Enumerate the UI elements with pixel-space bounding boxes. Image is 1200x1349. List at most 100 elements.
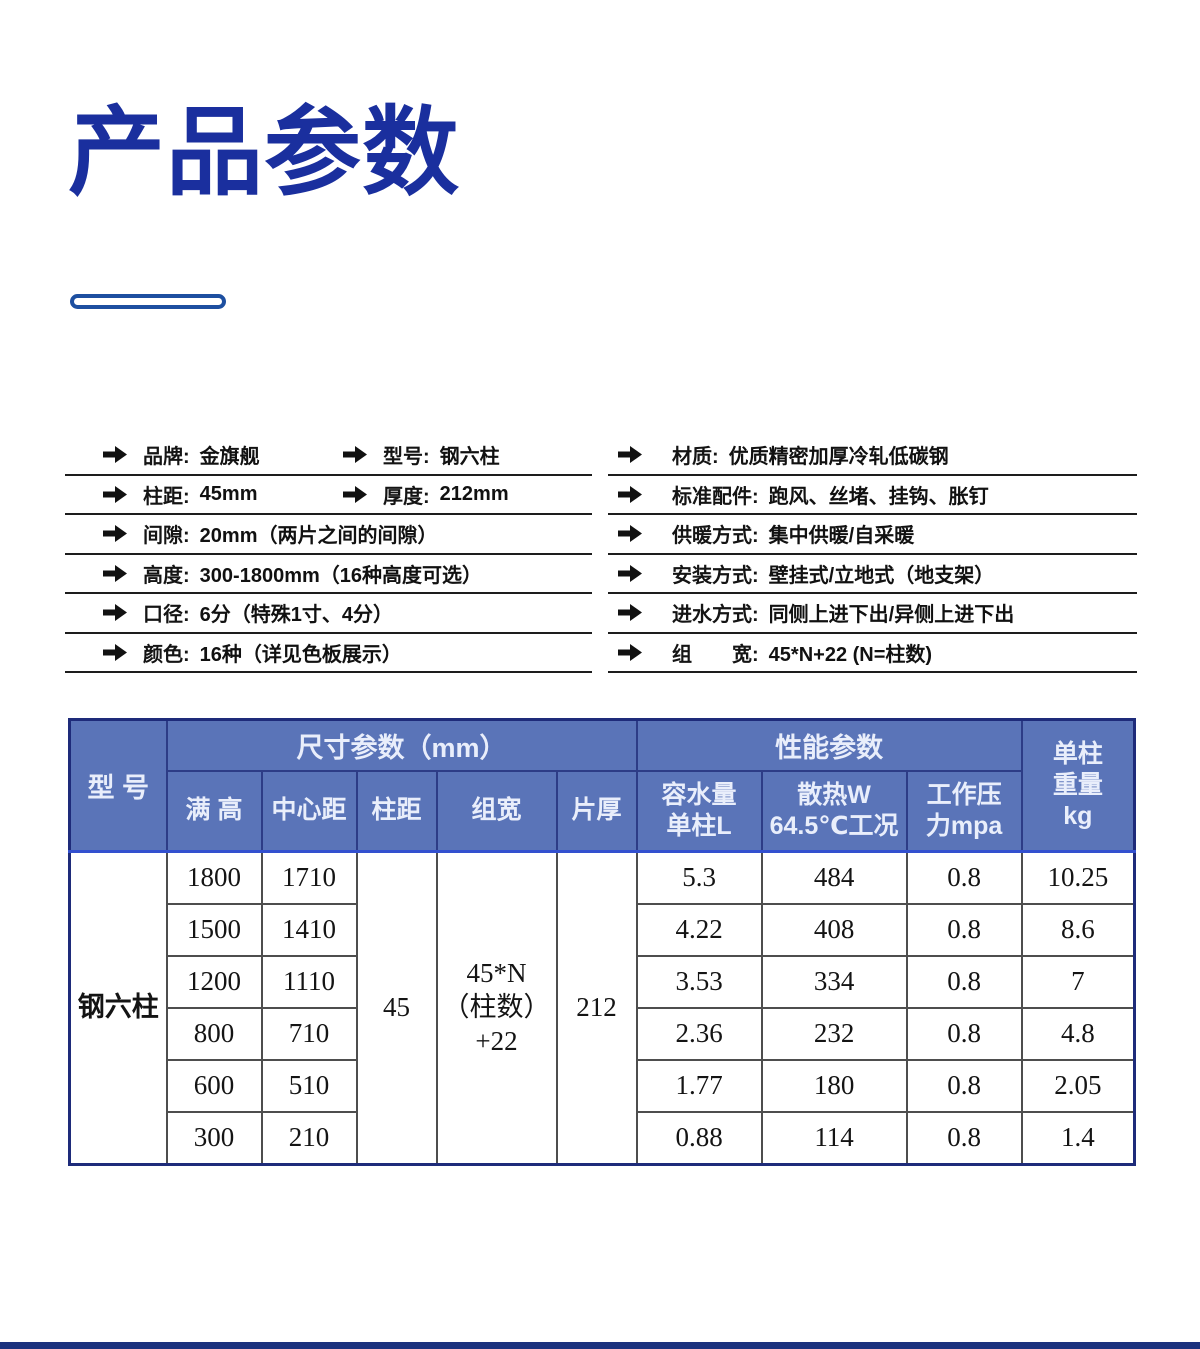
spec-value: 45*N+22 (N=柱数) <box>768 643 933 666</box>
header-cell-center-distance: 中心距 <box>260 770 358 853</box>
spec-value: 20mm（两片之间的间隙） <box>199 525 438 548</box>
spec-label: 颜色: <box>143 643 190 666</box>
spec-row-gap: 间隙: 20mm（两片之间的间隙） <box>65 515 592 555</box>
cell-water-capacity: 2.36 <box>635 1007 763 1061</box>
arrow-icon <box>618 604 642 622</box>
arrow-icon <box>103 643 127 661</box>
header-cell-column-pitch: 柱距 <box>355 770 438 853</box>
cell-full-height: 1200 <box>165 955 263 1009</box>
arrow-icon <box>618 525 642 543</box>
spec-item-thickness: 厚度: 212mm <box>343 476 509 514</box>
cell-unit-weight: 1.4 <box>1020 1111 1136 1166</box>
spec-row-heating-mode: 供暖方式: 集中供暖/自采暖 <box>608 515 1137 555</box>
cell-unit-weight: 8.6 <box>1020 903 1136 957</box>
cell-full-height: 1800 <box>165 850 263 905</box>
spec-label: 间隙: <box>143 525 190 548</box>
arrow-icon <box>343 485 367 503</box>
spec-item-water-inlet: 进水方式: 同侧上进下出/异侧上进下出 <box>618 594 1014 632</box>
cell-working-pressure: 0.8 <box>905 850 1023 905</box>
cell-full-height: 800 <box>165 1007 263 1061</box>
parameters-table: 型 号 尺寸参数（mm） 性能参数 单柱 重量 kg 满 高 中心距 柱距 组宽… <box>68 718 1137 1166</box>
header-cell-unit-weight: 单柱 重量 kg <box>1020 718 1136 853</box>
spec-item-installation: 安装方式: 壁挂式/立地式（地支架） <box>618 555 994 593</box>
cell-water-capacity: 4.22 <box>635 903 763 957</box>
cell-working-pressure: 0.8 <box>905 1007 1023 1061</box>
cell-working-pressure: 0.8 <box>905 955 1023 1009</box>
arrow-icon <box>618 446 642 464</box>
arrow-icon <box>103 446 127 464</box>
arrow-icon <box>618 564 642 582</box>
cell-full-height: 600 <box>165 1059 263 1113</box>
cell-center-distance: 510 <box>260 1059 358 1113</box>
spec-row-brand-model: 品牌: 金旗舰 型号: 钢六柱 <box>65 436 592 476</box>
spec-label: 柱距: <box>143 485 190 508</box>
cell-water-capacity: 5.3 <box>635 850 763 905</box>
spec-list-right: 材质: 优质精密加厚冷轧低碳钢 标准配件: 跑风、丝堵、挂钩、胀钉 供暖方式: … <box>608 436 1137 673</box>
spec-row-height: 高度: 300-1800mm（16种高度可选） <box>65 555 592 594</box>
spec-value: 212mm <box>439 482 509 505</box>
spec-row-water-inlet: 进水方式: 同侧上进下出/异侧上进下出 <box>608 594 1137 634</box>
cell-water-capacity: 3.53 <box>635 955 763 1009</box>
spec-list-left: 品牌: 金旗舰 型号: 钢六柱 柱距: 45mm 厚度: 212mm <box>65 436 592 673</box>
page-title: 产品参数 <box>68 98 460 207</box>
title-underline-pill <box>70 294 226 309</box>
spec-row-pitch-thickness: 柱距: 45mm 厚度: 212mm <box>65 476 592 515</box>
cell-unit-weight: 4.8 <box>1020 1007 1136 1061</box>
spec-row-accessories: 标准配件: 跑风、丝堵、挂钩、胀钉 <box>608 476 1137 515</box>
arrow-icon <box>343 446 367 464</box>
spec-item-column-pitch: 柱距: 45mm <box>103 476 257 514</box>
arrow-icon <box>103 564 127 582</box>
spec-item-color: 颜色: 16种（详见色板展示） <box>103 634 402 672</box>
header-cell-piece-thickness: 片厚 <box>555 770 638 853</box>
spec-item-model: 型号: 钢六柱 <box>343 436 500 474</box>
spec-label: 型号: <box>383 446 430 469</box>
cell-full-height: 1500 <box>165 903 263 957</box>
header-cell-water-capacity: 容水量 单柱L <box>635 770 763 853</box>
spec-label: 品牌: <box>143 446 190 469</box>
cell-heat-w: 408 <box>760 903 908 957</box>
cell-working-pressure: 0.8 <box>905 1059 1023 1113</box>
spec-label: 进水方式: <box>672 604 759 627</box>
cell-model-value: 钢六柱 <box>68 850 168 1166</box>
arrow-icon <box>618 485 642 503</box>
table-row: 800 710 2.36 232 0.8 4.8 <box>70 1007 1136 1061</box>
spec-item-heating-mode: 供暖方式: 集中供暖/自采暖 <box>618 515 914 553</box>
cell-heat-w: 334 <box>760 955 908 1009</box>
spec-row-group-width: 组 宽: 45*N+22 (N=柱数) <box>608 634 1137 673</box>
cell-working-pressure: 0.8 <box>905 1111 1023 1166</box>
header-cell-dimension-group: 尺寸参数（mm） <box>165 718 638 772</box>
cell-unit-weight: 10.25 <box>1020 850 1136 905</box>
cell-center-distance: 1410 <box>260 903 358 957</box>
table-row: 1500 1410 4.22 408 0.8 8.6 <box>70 903 1136 957</box>
cell-water-capacity: 0.88 <box>635 1111 763 1166</box>
header-cell-model: 型 号 <box>68 718 168 853</box>
spec-value: 钢六柱 <box>439 446 500 469</box>
spec-item-gap: 间隙: 20mm（两片之间的间隙） <box>103 515 437 553</box>
spec-value: 金旗舰 <box>199 446 260 469</box>
cell-unit-weight: 7 <box>1020 955 1136 1009</box>
header-cell-working-pressure: 工作压 力mpa <box>905 770 1023 853</box>
spec-label: 标准配件: <box>672 485 759 508</box>
cell-heat-w: 484 <box>760 850 908 905</box>
spec-row-material: 材质: 优质精密加厚冷轧低碳钢 <box>608 436 1137 476</box>
table-row: 钢六柱 1800 1710 45 45*N （柱数） +22 212 5.3 4… <box>68 850 1136 1166</box>
spec-label: 材质: <box>672 446 719 469</box>
spec-item-brand: 品牌: 金旗舰 <box>103 436 260 474</box>
spec-item-caliber: 口径: 6分（特殊1寸、4分） <box>103 594 393 632</box>
spec-value: 45mm <box>199 482 258 505</box>
spec-label: 安装方式: <box>672 564 759 587</box>
spec-label: 高度: <box>143 564 190 587</box>
cell-heat-w: 232 <box>760 1007 908 1061</box>
spec-label: 供暖方式: <box>672 525 759 548</box>
cell-heat-w: 114 <box>760 1111 908 1166</box>
header-cell-heat-w: 散热W 64.5℃工况 <box>760 770 908 853</box>
bottom-divider-bar <box>0 1342 1200 1349</box>
cell-working-pressure: 0.8 <box>905 903 1023 957</box>
cell-column-pitch: 45 <box>355 850 438 1166</box>
arrow-icon <box>103 485 127 503</box>
header-cell-performance-group: 性能参数 <box>635 718 1023 772</box>
cell-full-height: 300 <box>165 1111 263 1166</box>
cell-center-distance: 1110 <box>260 955 358 1009</box>
spec-value: 同侧上进下出/异侧上进下出 <box>768 604 1015 627</box>
spec-row-color: 颜色: 16种（详见色板展示） <box>65 634 592 673</box>
